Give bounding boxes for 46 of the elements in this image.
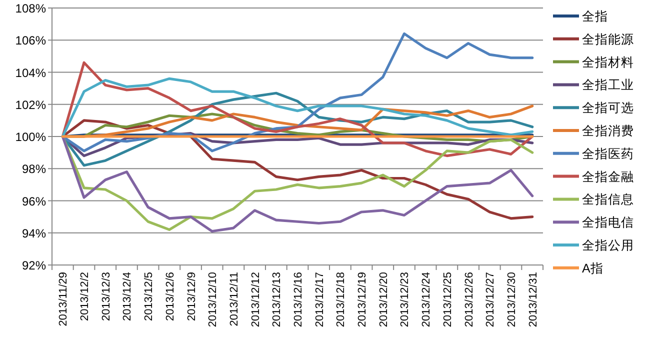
x-tick-label: 2013/12/23 xyxy=(399,272,412,328)
y-tick-label: 104% xyxy=(15,66,46,80)
legend-label: 全指信息 xyxy=(582,192,634,207)
x-tick-label: 2013/12/17 xyxy=(314,272,326,328)
legend-label: 全指消费 xyxy=(582,124,634,138)
line-series xyxy=(61,61,534,158)
y-tick-label: 92% xyxy=(22,258,46,272)
y-tick-label: 102% xyxy=(15,98,46,112)
y-tick-label: 108% xyxy=(15,2,46,16)
x-tick-label: 2013/12/25 xyxy=(442,272,454,328)
x-tick-label: 2013/12/13 xyxy=(271,272,284,328)
x-tick-label: 2013/12/5 xyxy=(143,272,156,321)
y-tick-label: 106% xyxy=(15,34,46,48)
x-tick-label: 2013/12/6 xyxy=(164,272,176,321)
x-tick-label: 2013/12/19 xyxy=(356,272,369,328)
y-tick-label: 98% xyxy=(22,162,46,176)
x-tick-label: 2013/12/26 xyxy=(463,272,476,328)
legend-label: 全指工业 xyxy=(582,78,634,92)
legend-label: 全指能源 xyxy=(582,32,634,46)
x-tick-label: 2013/12/31 xyxy=(527,272,540,328)
legend-label: 全指金融 xyxy=(582,170,634,184)
y-tick-label: 94% xyxy=(22,226,46,240)
x-tick-label: 2013/12/3 xyxy=(100,272,112,321)
x-tick-label: 2013/12/10 xyxy=(207,272,220,328)
legend-label: 全指材料 xyxy=(582,55,634,70)
legend-label: 全指公用 xyxy=(582,238,634,252)
x-tick-label: 2013/12/24 xyxy=(420,272,433,328)
x-tick-label: 2013/12/2 xyxy=(79,272,92,321)
x-tick-label: 2013/12/27 xyxy=(484,272,497,328)
y-tick-label: 96% xyxy=(22,194,46,208)
y-tick-label: 100% xyxy=(15,130,46,144)
x-tick-label: 2013/12/11 xyxy=(228,272,240,326)
legend-label: A指 xyxy=(582,261,604,276)
x-tick-label: 2013/12/12 xyxy=(250,272,262,328)
legend-label: 全指可选 xyxy=(582,101,634,116)
x-tick-label: 2013/12/20 xyxy=(378,272,390,328)
x-tick-label: 2013/12/9 xyxy=(186,272,198,321)
line-series xyxy=(61,77,534,138)
legend-label: 全指医药 xyxy=(582,146,634,161)
legend-label: 全指电信 xyxy=(582,216,634,230)
x-tick-label: 2013/12/30 xyxy=(506,272,518,328)
x-tick-label: 2013/12/18 xyxy=(335,272,348,328)
x-tick-label: 2013/12/16 xyxy=(292,272,304,328)
legend-label: 全指 xyxy=(582,10,608,24)
x-tick-label: 2013/12/4 xyxy=(122,272,134,321)
x-tick-label: 2013/11/29 xyxy=(58,272,70,326)
